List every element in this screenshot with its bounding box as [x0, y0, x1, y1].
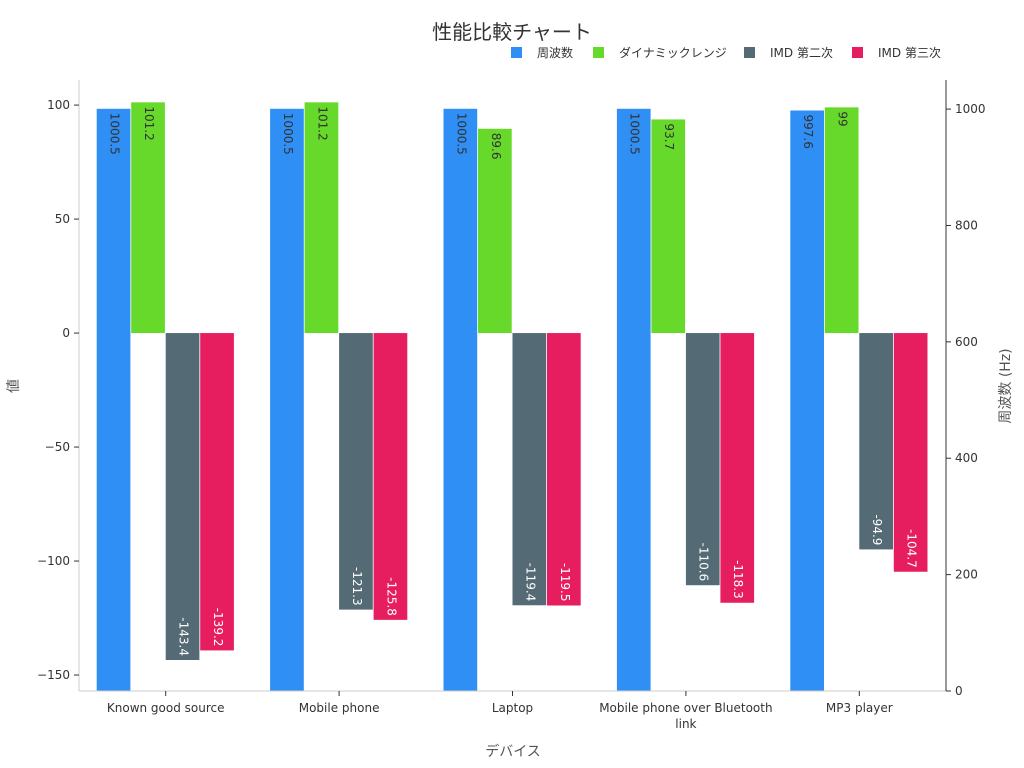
bar [165, 333, 200, 660]
bar [824, 107, 859, 334]
legend-swatch [744, 47, 755, 58]
bar-value-label: 99 [836, 111, 850, 126]
bar [651, 119, 686, 334]
bar [478, 128, 512, 334]
y-tick-label: 0 [62, 326, 70, 340]
bar-value-label: 89.6 [489, 133, 503, 160]
bar-value-label: -119.5 [558, 563, 572, 602]
bar [512, 333, 547, 606]
y2-tick-label: 600 [955, 335, 978, 349]
bar [893, 333, 928, 572]
bar-value-label: 93.7 [662, 123, 676, 150]
bar-value-label: -118.3 [731, 560, 745, 599]
bar-value-label: 1000.5 [281, 113, 295, 155]
bar [304, 102, 339, 334]
y-tick-label: −100 [37, 554, 70, 568]
x-tick-label: Known good source [107, 701, 225, 715]
bar-value-label: -143.4 [176, 617, 190, 656]
bar [270, 108, 304, 692]
bar [96, 108, 131, 692]
legend-swatch [511, 47, 522, 58]
bar-value-label: 1000.5 [107, 113, 121, 155]
legend-entry: IMD 第二次 [770, 46, 833, 60]
bar [373, 333, 408, 620]
y2-tick-label: 1000 [955, 102, 986, 116]
y-tick-label: −150 [37, 668, 70, 682]
y2-tick-label: 800 [955, 218, 978, 232]
bar-value-label: 1000.5 [454, 113, 468, 155]
y-tick-label: 100 [47, 98, 70, 112]
legend-entry: ダイナミックレンジ [619, 45, 727, 60]
bar-value-label: -94.9 [870, 514, 884, 545]
y2-tick-label: 200 [955, 568, 978, 582]
bar [616, 108, 651, 692]
bar-value-label: -121.3 [350, 567, 364, 606]
y2-axis-label: 周波数 (Hz) [998, 348, 1014, 423]
y-tick-label: −50 [45, 440, 70, 454]
bar [131, 102, 165, 334]
bars: 1000.5 1000.5 1000.5 1000.5 997.6 101.2 101.2 8… [96, 102, 928, 692]
bar-value-label: -125.8 [384, 577, 398, 616]
bar-value-label: -110.6 [697, 543, 711, 582]
x-tick-label: Mobile phone over Bluetooth link [599, 701, 772, 731]
bar [859, 333, 893, 550]
bar [339, 333, 373, 610]
bar [685, 333, 720, 586]
bar-value-label: -139.2 [211, 608, 225, 647]
y2-tick-label: 400 [955, 451, 978, 465]
chart-title: 性能比較チャート [432, 20, 592, 44]
y2-tick-label: 0 [955, 684, 963, 698]
bar [790, 110, 824, 692]
legend: 周波数 ダイナミックレンジ IMD 第二次 IMD 第三次 [511, 45, 941, 60]
y-axis-label: 値 [6, 379, 22, 393]
bar-value-label: 101.2 [315, 106, 329, 140]
bar [443, 108, 478, 692]
x-tick-label: Laptop [492, 701, 533, 715]
legend-entry: 周波数 [537, 45, 573, 60]
bar-value-label: -119.4 [523, 563, 537, 602]
bar-value-label: 1000.5 [628, 113, 642, 155]
x-axis-label: デバイス [485, 743, 541, 760]
bar-value-label: -104.7 [905, 529, 919, 568]
y-tick-label: 50 [55, 212, 70, 226]
x-tick-label: Mobile phone [299, 701, 380, 715]
legend-swatch [852, 47, 863, 58]
x-tick-label: MP3 player [826, 701, 893, 715]
bar [720, 333, 755, 603]
legend-entry: IMD 第三次 [878, 46, 941, 60]
bar-value-label: 997.6 [801, 114, 815, 148]
bar [200, 333, 234, 651]
legend-swatch [593, 47, 604, 58]
axes: 100 50 0 −50 −100 −150 1000 800 600 400 200 0 Known … [37, 80, 986, 731]
bar-value-label: 101.2 [142, 106, 156, 140]
bar [547, 333, 581, 606]
